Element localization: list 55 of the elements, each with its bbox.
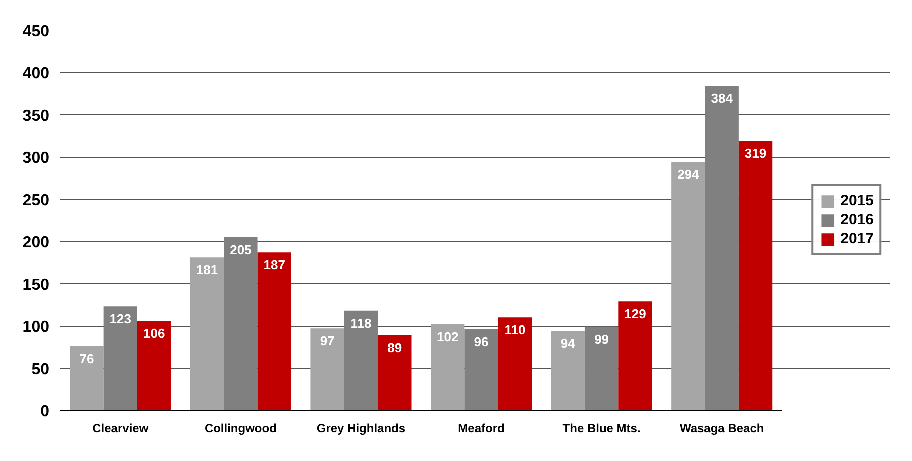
legend-label: 2015: [840, 192, 874, 210]
bar: [672, 162, 706, 410]
data-label: 205: [230, 242, 252, 258]
legend-label: 2017: [840, 230, 874, 248]
y-tick-label: 450: [22, 24, 50, 40]
data-label: 94: [560, 336, 576, 352]
data-label: 384: [711, 91, 734, 106]
data-label: 187: [264, 258, 286, 273]
data-label: 118: [350, 316, 372, 331]
x-tick-label: The Blue Mts.: [562, 422, 641, 436]
bar: [310, 328, 344, 410]
x-tick-label: Wasaga Beach: [680, 422, 764, 436]
bar: [584, 326, 619, 410]
data-label: 89: [388, 340, 402, 356]
bar: [137, 320, 172, 410]
y-tick-label: 250: [22, 192, 50, 210]
y-tick-label: 150: [22, 276, 50, 294]
bar: [104, 306, 138, 410]
x-tick-label: Grey Highlands: [316, 422, 406, 436]
y-tick-label: 350: [22, 108, 50, 125]
x-tick-label: Collingwood: [204, 422, 277, 436]
bar: [618, 302, 652, 410]
data-label: 319: [744, 146, 767, 162]
data-label: 110: [504, 322, 526, 338]
data-label: 294: [678, 167, 700, 182]
data-label: 96: [474, 334, 489, 350]
y-tick-label: 400: [22, 66, 50, 83]
bar: [190, 258, 224, 410]
data-label: 99: [594, 332, 610, 347]
y-tick-label: 100: [22, 319, 50, 336]
bar: [378, 335, 412, 410]
bar: [738, 141, 773, 410]
bar: [705, 86, 739, 410]
data-label: 129: [624, 306, 646, 322]
data-label: 76: [80, 351, 94, 366]
bar: [551, 331, 585, 410]
x-tick-label: Clearview: [92, 422, 150, 436]
y-tick-label: 300: [22, 150, 50, 168]
bar: [430, 324, 465, 410]
bar: [344, 310, 378, 410]
y-tick-label: 50: [32, 361, 50, 378]
bar: [464, 329, 498, 410]
data-label: 102: [436, 329, 459, 344]
data-label: 123: [110, 312, 132, 327]
bar: [224, 237, 258, 410]
bar: [498, 318, 532, 410]
bar: [258, 252, 292, 410]
data-label: 106: [143, 326, 166, 341]
x-tick-label: Meaford: [458, 422, 505, 436]
legend-label: 2016: [840, 212, 874, 228]
data-label: 181: [196, 262, 218, 278]
bar: [70, 346, 104, 410]
y-tick-label: 200: [22, 234, 50, 252]
data-label: 97: [320, 334, 335, 349]
y-tick-label: 0: [40, 404, 50, 420]
